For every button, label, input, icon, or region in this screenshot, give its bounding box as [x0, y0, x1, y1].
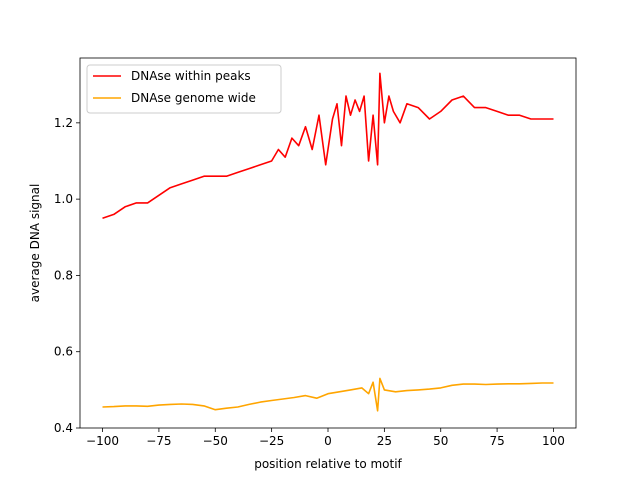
- y-tick-label: 0.6: [54, 345, 73, 359]
- x-tick-label: −50: [203, 434, 228, 448]
- y-axis-label: average DNA signal: [28, 184, 42, 303]
- series-line-0: [102, 72, 554, 219]
- y-tick-label: 0.4: [54, 421, 73, 435]
- y-tick-label: 0.8: [54, 268, 73, 282]
- legend: DNAse within peaks DNAse genome wide: [86, 64, 282, 114]
- y-tick-label: 1.2: [54, 116, 73, 130]
- y-tick-label: 1.0: [54, 192, 73, 206]
- x-tick-label: −75: [146, 434, 171, 448]
- legend-label-within-peaks: DNAse within peaks: [131, 69, 251, 83]
- x-tick-label: −25: [259, 434, 284, 448]
- series-layer: [102, 72, 554, 412]
- legend-box: [86, 64, 282, 114]
- x-tick-label: 75: [489, 434, 504, 448]
- plot-area: [80, 58, 576, 428]
- ticks-layer: −100 −75 −50 −25 0 25 50 75 100 0.4 0.6 0.8 1.0 1.2: [54, 116, 565, 448]
- x-tick-label: −100: [86, 434, 119, 448]
- series-line-1: [102, 377, 554, 412]
- x-tick-label: 0: [324, 434, 332, 448]
- x-tick-label: 25: [377, 434, 392, 448]
- x-tick-label: 50: [433, 434, 448, 448]
- x-tick-label: 100: [542, 434, 565, 448]
- x-axis-label: position relative to motif: [254, 457, 402, 471]
- legend-label-genome-wide: DNAse genome wide: [131, 91, 256, 105]
